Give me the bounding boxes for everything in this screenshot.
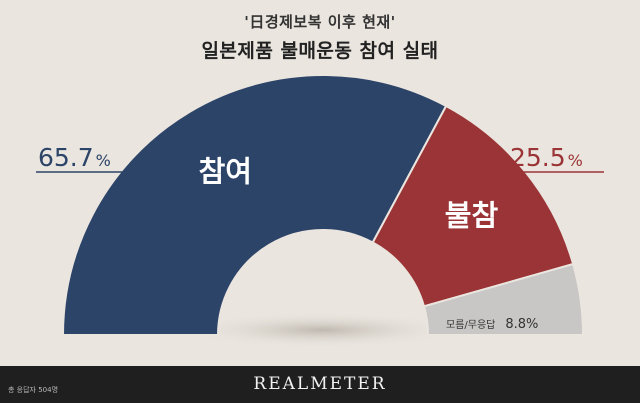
segment-not-participate bbox=[371, 104, 575, 308]
respondent-count-note: 총 응답자 504명 bbox=[8, 386, 59, 394]
brand-logo-text: REALMETER bbox=[253, 374, 387, 394]
chart-title-line-2: 일본제품 불매운동 참여 실태 bbox=[201, 40, 439, 62]
segment-dont-know bbox=[422, 262, 585, 336]
label-participate: 참여 bbox=[199, 154, 252, 188]
chart-title-line-1: '日경제보복 이후 현재' bbox=[244, 13, 396, 31]
value-not-participate: 25.5% bbox=[510, 143, 583, 172]
label-not-participate: 불참 bbox=[445, 199, 499, 233]
value-participate: 65.7% bbox=[38, 143, 111, 172]
donut-shadow bbox=[182, 312, 462, 348]
footer-bar: 총 응답자 504명 REALMETER bbox=[0, 366, 640, 403]
segment-participate bbox=[61, 74, 448, 336]
label-dont-know: 모름/무응답 8.8% bbox=[446, 317, 538, 332]
